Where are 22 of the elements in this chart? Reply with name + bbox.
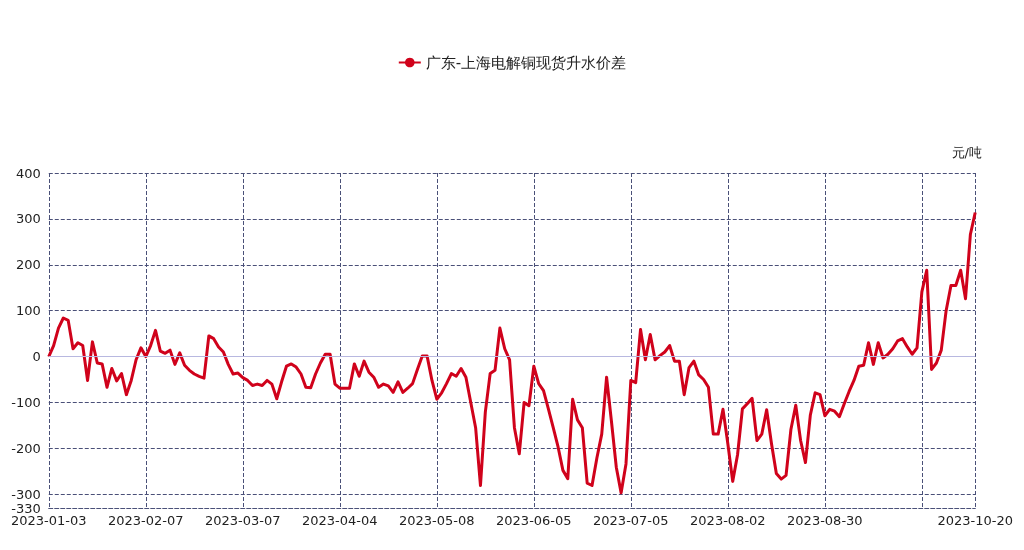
x-tick-label: 2023-04-04: [302, 513, 378, 528]
y-tick-label: 400: [15, 165, 41, 181]
y-tick-label: 0: [32, 349, 41, 365]
x-tick-label: 2023-06-05: [496, 513, 572, 528]
x-tick-label: 2023-02-07: [108, 513, 184, 528]
y-tick-label: -300: [11, 486, 41, 502]
x-tick-label: 2023-07-05: [593, 513, 669, 528]
x-tick-label: 2023-05-08: [399, 513, 475, 528]
y-tick-label: -200: [11, 440, 41, 456]
x-tick-label: 2023-08-02: [690, 513, 766, 528]
y-tick-label: 200: [15, 257, 41, 273]
y-tick-label: 100: [15, 303, 41, 319]
x-tick-label: 2023-03-07: [205, 513, 281, 528]
y-tick-label: -330: [11, 500, 41, 516]
legend-label: 广东-上海电解铜现货升水价差: [425, 53, 627, 72]
y-tick-label: -100: [11, 394, 41, 410]
y-axis-title: 元/吨: [951, 145, 983, 160]
x-tick-label: 2023-01-03: [10, 513, 87, 528]
y-tick-label: 300: [15, 211, 41, 227]
line-series: [47, 210, 977, 495]
x-tick-label: 2023-10-20: [937, 513, 1014, 528]
x-tick-label: 2023-08-30: [787, 513, 863, 528]
